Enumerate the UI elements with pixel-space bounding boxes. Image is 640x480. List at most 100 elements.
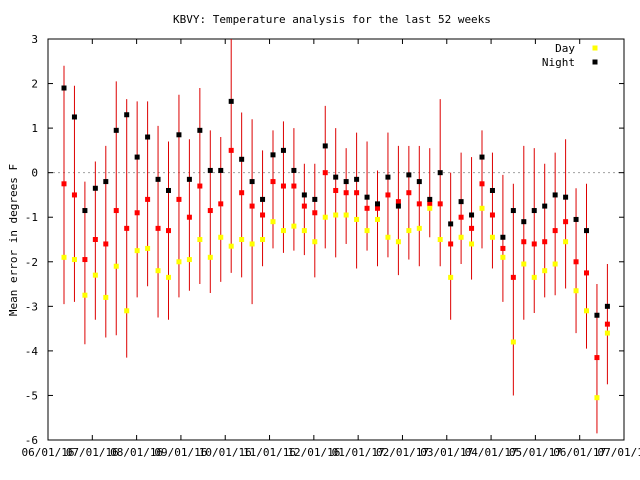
legend-label-day: Day: [555, 42, 575, 55]
y-tick-label: 2: [31, 78, 38, 91]
mean-point: [427, 201, 433, 207]
mean-point: [385, 192, 391, 198]
legend-swatch-night: [592, 59, 598, 65]
night-point: [103, 179, 109, 185]
day-point: [82, 292, 88, 298]
night-point: [61, 85, 67, 91]
day-point: [166, 274, 171, 280]
day-point: [103, 294, 109, 300]
mean-point: [375, 205, 380, 211]
day-point: [594, 395, 600, 401]
night-point: [489, 187, 495, 193]
day-point: [385, 234, 391, 240]
day-point: [301, 228, 307, 234]
x-tick-label: 10/01/16: [199, 446, 252, 459]
night-point: [552, 192, 558, 198]
day-point: [312, 239, 318, 245]
mean-point: [239, 190, 245, 196]
mean-point: [552, 228, 558, 234]
plot-frame: [47, 38, 625, 441]
y-tick-label: -3: [25, 300, 38, 313]
day-point: [113, 263, 119, 269]
night-point: [82, 208, 88, 214]
mean-point: [176, 196, 182, 202]
mean-point: [531, 241, 537, 247]
day-point: [364, 228, 370, 234]
mean-point: [61, 181, 67, 187]
day-point: [145, 245, 151, 251]
y-tick-label: -2: [25, 256, 38, 269]
mean-point: [448, 241, 454, 247]
night-point: [134, 154, 140, 160]
mean-point: [479, 181, 485, 187]
x-tick-label: 07/01/17: [598, 446, 640, 459]
day-point: [124, 308, 130, 314]
mean-point: [604, 321, 610, 327]
night-point: [333, 174, 339, 180]
night-point: [186, 176, 192, 182]
day-point: [563, 239, 569, 245]
mean-point: [145, 196, 151, 202]
x-tick-label: 09/01/16: [154, 446, 207, 459]
legend-swatch-day: [592, 45, 598, 51]
night-point: [207, 167, 213, 173]
night-point: [531, 208, 537, 214]
y-tick-label: 3: [31, 33, 38, 46]
legend-label-night: Night: [542, 56, 575, 69]
day-point: [448, 274, 454, 280]
day-point: [343, 212, 349, 218]
day-point: [322, 214, 328, 220]
night-point: [239, 156, 245, 162]
mean-point: [280, 183, 286, 189]
day-point: [604, 330, 610, 336]
mean-point: [134, 210, 140, 216]
day-point: [249, 241, 255, 247]
mean-point: [207, 208, 213, 214]
night-point: [437, 170, 443, 176]
day-point: [197, 237, 203, 242]
mean-point: [584, 270, 589, 276]
x-tick-label: 04/01/17: [465, 446, 518, 459]
day-point: [531, 274, 537, 280]
night-point: [563, 194, 569, 200]
night-point: [385, 174, 391, 180]
night-point: [280, 147, 286, 153]
x-tick-label: 07/01/16: [66, 446, 119, 459]
day-point: [416, 225, 422, 231]
day-point: [92, 272, 98, 278]
x-tick-label: 01/01/17: [332, 446, 385, 459]
mean-point: [186, 214, 192, 220]
night-point: [113, 127, 119, 133]
mean-point: [594, 355, 600, 361]
day-point: [134, 248, 140, 254]
mean-point: [218, 201, 224, 207]
mean-point: [395, 199, 401, 205]
y-tick-label: -1: [25, 211, 38, 224]
x-tick-label: 03/01/17: [420, 446, 473, 459]
day-point: [406, 228, 412, 234]
mean-point: [155, 225, 161, 231]
mean-point: [312, 210, 318, 216]
mean-point: [82, 257, 88, 263]
night-point: [124, 112, 130, 118]
day-point: [395, 239, 401, 245]
mean-point: [103, 241, 109, 247]
mean-point: [563, 219, 569, 225]
night-point: [395, 203, 401, 209]
night-point: [469, 212, 475, 218]
day-point: [218, 234, 224, 240]
night-point: [343, 179, 349, 185]
mean-point: [113, 208, 119, 214]
day-point: [333, 212, 339, 218]
mean-point: [166, 228, 171, 234]
night-point: [301, 192, 307, 198]
night-point: [458, 199, 464, 205]
mean-point: [301, 203, 307, 209]
chart-title: KBVY: Temperature analysis for the last …: [173, 13, 491, 26]
mean-point: [573, 259, 579, 265]
y-tick-label: -4: [25, 345, 39, 358]
night-point: [145, 134, 151, 140]
x-tick-label: 05/01/17: [509, 446, 562, 459]
